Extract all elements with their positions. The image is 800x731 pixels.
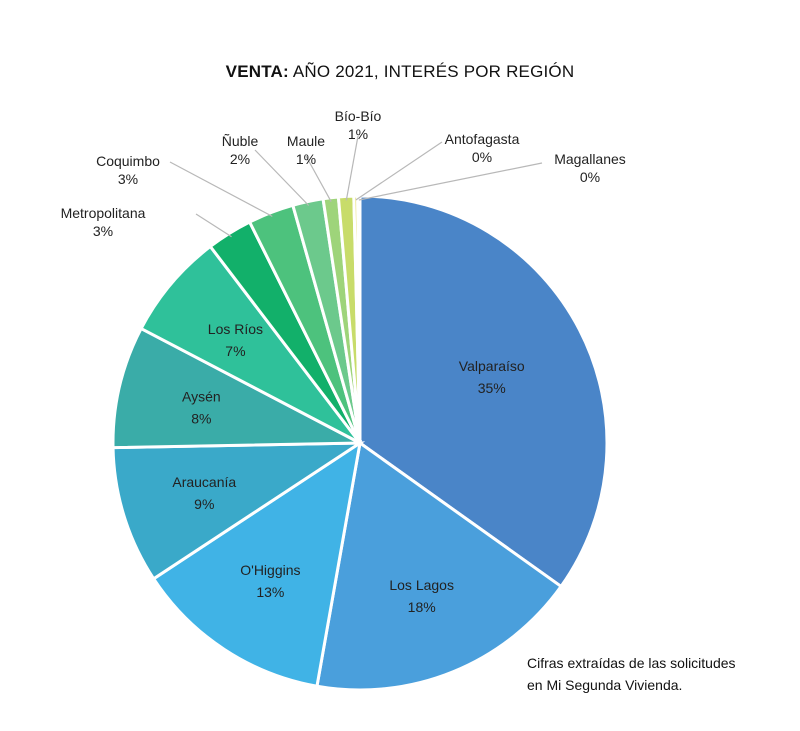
slice-pct-3: 13% xyxy=(256,584,284,600)
slice-pct-5: 8% xyxy=(191,411,211,427)
pie-slices xyxy=(111,194,609,692)
slice-label-8: Coquimbo xyxy=(96,153,160,169)
slice-label-11: Bío-Bío xyxy=(335,108,382,124)
slice-label-6: Los Ríos xyxy=(208,321,263,337)
pie-slice-6 xyxy=(139,244,362,445)
slice-label-7: Metropolitana xyxy=(61,205,146,221)
slice-pct-9: 2% xyxy=(230,151,250,167)
pie-slice-4 xyxy=(111,441,366,581)
slice-pct-11: 1% xyxy=(348,126,368,142)
slice-pct-7: 3% xyxy=(93,223,113,239)
slice-pct-2: 18% xyxy=(408,599,436,615)
slice-pct-8: 3% xyxy=(118,171,138,187)
pie-slice-5 xyxy=(111,326,361,450)
source-note-line-2: en Mi Segunda Vivienda. xyxy=(527,677,683,693)
chart-title-bold: VENTA: xyxy=(225,62,289,81)
slice-pct-4: 9% xyxy=(194,496,214,512)
slice-labels: Valparaíso 35% Los Lagos 18% O'Higgins 13% Ara… xyxy=(61,108,626,615)
pie-slice-3 xyxy=(151,439,363,688)
slice-label-9: Ñuble xyxy=(222,133,259,149)
slice-label-13: Magallanes xyxy=(554,151,626,167)
slice-label-10: Maule xyxy=(287,133,325,149)
chart-title: VENTA: AÑO 2021, INTERÉS POR REGIÓN xyxy=(0,62,800,82)
slice-label-5: Aysén xyxy=(182,389,221,405)
leader-lines xyxy=(169,135,543,238)
pie-slice-13 xyxy=(356,194,362,444)
leader-line-9 xyxy=(254,149,310,206)
pie-slice-1 xyxy=(358,194,609,589)
leader-line-8 xyxy=(169,161,273,217)
source-note-line-1: Cifras extraídas de las solicitudes xyxy=(527,655,736,671)
leader-line-7 xyxy=(195,213,232,238)
slice-label-4: Araucanía xyxy=(172,474,236,490)
leader-line-10 xyxy=(305,155,332,203)
slice-pct-1: 35% xyxy=(478,380,506,396)
slice-label-1: Valparaíso xyxy=(459,358,525,374)
slice-pct-12: 0% xyxy=(472,149,492,165)
source-note: Cifras extraídas de las solicitudes en M… xyxy=(527,652,736,696)
leader-line-13 xyxy=(358,162,543,201)
slice-label-12: Antofagasta xyxy=(445,131,520,147)
slice-pct-6: 7% xyxy=(225,343,245,359)
slice-label-2: Los Lagos xyxy=(389,577,454,593)
leader-line-11 xyxy=(345,135,359,201)
slice-label-3: O'Higgins xyxy=(240,562,300,578)
leader-line-12 xyxy=(355,141,443,201)
pie-slice-2 xyxy=(315,440,564,692)
slice-pct-13: 0% xyxy=(580,169,600,185)
slice-pct-10: 1% xyxy=(296,151,316,167)
chart-title-rest: AÑO 2021, INTERÉS POR REGIÓN xyxy=(292,62,575,81)
